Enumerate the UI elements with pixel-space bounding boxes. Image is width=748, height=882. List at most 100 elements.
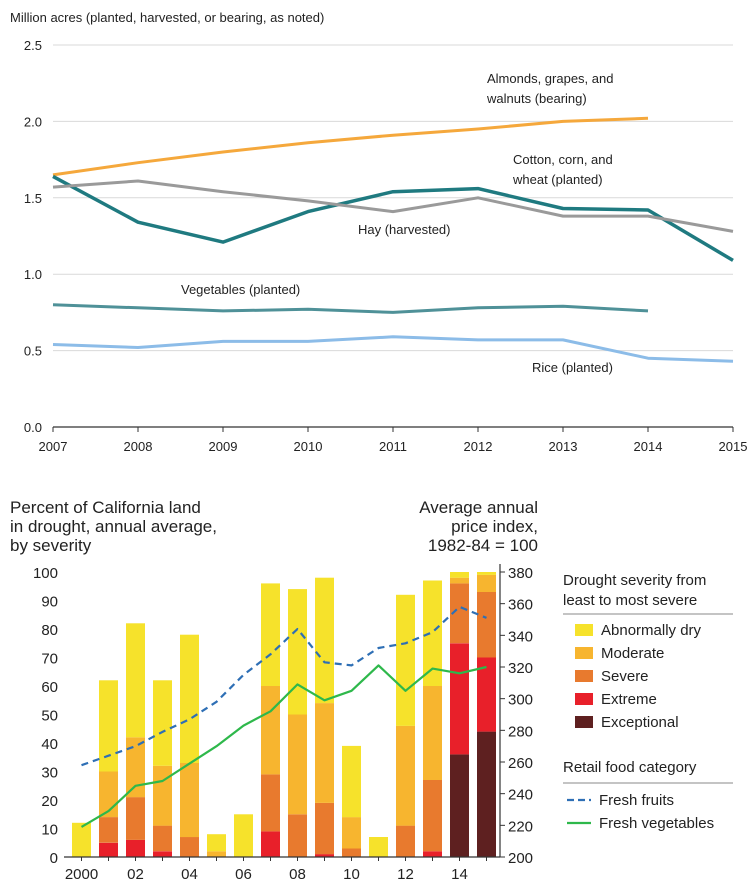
right-y-tick-label: 240 <box>508 787 533 804</box>
series-annotation: Rice (planted) <box>532 360 613 375</box>
drought-bar-segment <box>423 780 442 852</box>
legend-swatch <box>575 670 593 682</box>
left-axis-title: Percent of California land <box>10 498 201 517</box>
bottom-x-tick-label: 14 <box>451 866 468 882</box>
drought-bar-segment <box>450 583 469 644</box>
right-y-tick-label: 200 <box>508 850 533 867</box>
left-y-tick-label: 80 <box>41 622 58 639</box>
drought-bar-segment <box>477 657 496 732</box>
top-series-line <box>52 174 734 262</box>
drought-bar-segment <box>477 574 496 592</box>
drought-bar-segment <box>396 825 415 857</box>
legend-swatch <box>575 716 593 728</box>
drought-bar-segment <box>288 814 307 858</box>
drought-bar-segment <box>369 837 388 857</box>
bottom-x-tick-label: 2000 <box>65 866 98 882</box>
drought-bar-segment <box>288 714 307 815</box>
drought-bar-segment <box>342 848 361 857</box>
drought-bar-segment <box>396 594 415 726</box>
top-y-tick-label: 2.5 <box>24 38 42 53</box>
series-annotation: Cotton, corn, and wheat (planted) <box>512 152 613 187</box>
drought-bar-segment <box>126 797 145 840</box>
top-x-tick-label: 2014 <box>634 439 663 454</box>
bottom-x-tick-label: 04 <box>181 866 198 882</box>
legend-title: Drought severity from <box>563 572 706 589</box>
legend-item-label: Moderate <box>601 645 664 662</box>
drought-bar-segment <box>342 817 361 849</box>
drought-bar-segment <box>450 754 469 857</box>
left-y-tick-label: 90 <box>41 594 58 611</box>
drought-bar-segment <box>477 572 496 575</box>
top-x-tick-label: 2009 <box>209 439 238 454</box>
right-y-tick-label: 300 <box>508 692 533 709</box>
top-x-tick-label: 2007 <box>39 439 68 454</box>
drought-bar-segment <box>423 686 442 780</box>
left-y-tick-label: 0 <box>50 850 58 867</box>
right-y-tick-label: 260 <box>508 755 533 772</box>
drought-bar-segment <box>450 643 469 755</box>
legend-item-label: Severe <box>601 668 649 685</box>
top-series-line <box>52 116 649 177</box>
legend-item-label: Abnormally dry <box>601 622 702 639</box>
legend-item-label: Extreme <box>601 691 657 708</box>
drought-bar-segment <box>423 580 442 686</box>
top-x-tick-label: 2012 <box>464 439 493 454</box>
drought-bar-segment <box>315 854 334 857</box>
drought-bar-segment <box>153 851 172 857</box>
top-series-line <box>52 303 649 314</box>
drought-bar-segment <box>153 765 172 826</box>
left-axis-title: by severity <box>10 536 92 555</box>
drought-bar-segment <box>315 802 334 855</box>
bottom-x-tick-label: 08 <box>289 866 306 882</box>
drought-bar-segment <box>315 703 334 803</box>
drought-bar-segment <box>261 831 280 857</box>
top-y-tick-label: 1.0 <box>24 267 42 282</box>
legend-swatch <box>575 693 593 705</box>
left-axis-title: in drought, annual average, <box>10 517 217 536</box>
left-y-tick-label: 40 <box>41 736 58 753</box>
legend-item-label: Exceptional <box>601 714 679 731</box>
right-y-tick-label: 340 <box>508 628 533 645</box>
right-axis-title: 1982-84 = 100 <box>428 536 538 555</box>
drought-bar-segment <box>207 851 226 857</box>
bottom-x-tick-label: 10 <box>343 866 360 882</box>
drought-bar-segment <box>126 737 145 798</box>
drought-bar-segment <box>450 577 469 584</box>
left-y-tick-label: 100 <box>33 565 58 582</box>
right-y-tick-label: 360 <box>508 597 533 614</box>
drought-bar-segment <box>450 572 469 578</box>
right-y-tick-label: 320 <box>508 660 533 677</box>
price-index-line <box>81 605 487 767</box>
series-annotation: Hay (harvested) <box>358 222 450 237</box>
top-series-line <box>52 335 734 363</box>
series-annotation: Almonds, grapes, and walnuts (bearing) <box>486 71 613 106</box>
top-y-tick-label: 1.5 <box>24 191 42 206</box>
drought-bar-segment <box>315 577 334 704</box>
price-index-line <box>80 664 487 828</box>
bottom-x-tick-label: 02 <box>127 866 144 882</box>
right-axis-title: price index, <box>451 517 538 536</box>
drought-bar-segment <box>180 837 199 857</box>
drought-bar-segment <box>207 834 226 852</box>
right-y-tick-label: 380 <box>508 565 533 582</box>
drought-bar-segment <box>234 814 253 858</box>
left-y-tick-label: 30 <box>41 765 58 782</box>
drought-bar-segment <box>99 842 118 858</box>
drought-bar-segment <box>126 839 145 857</box>
drought-bar-segment <box>99 817 118 843</box>
legend-swatch <box>575 647 593 659</box>
right-y-tick-label: 280 <box>508 723 533 740</box>
drought-bar-segment <box>342 745 361 818</box>
legend-title: Retail food category <box>563 759 697 776</box>
drought-bar-segment <box>423 851 442 857</box>
drought-bar-segment <box>153 825 172 852</box>
drought-bar-segment <box>396 725 415 826</box>
top-y-tick-label: 0.0 <box>24 420 42 435</box>
top-y-tick-label: 0.5 <box>24 344 42 359</box>
drought-bar-segment <box>153 680 172 766</box>
top-x-tick-label: 2010 <box>294 439 323 454</box>
left-y-tick-label: 60 <box>41 679 58 696</box>
drought-bar-segment <box>477 592 496 658</box>
left-y-tick-label: 20 <box>41 793 58 810</box>
